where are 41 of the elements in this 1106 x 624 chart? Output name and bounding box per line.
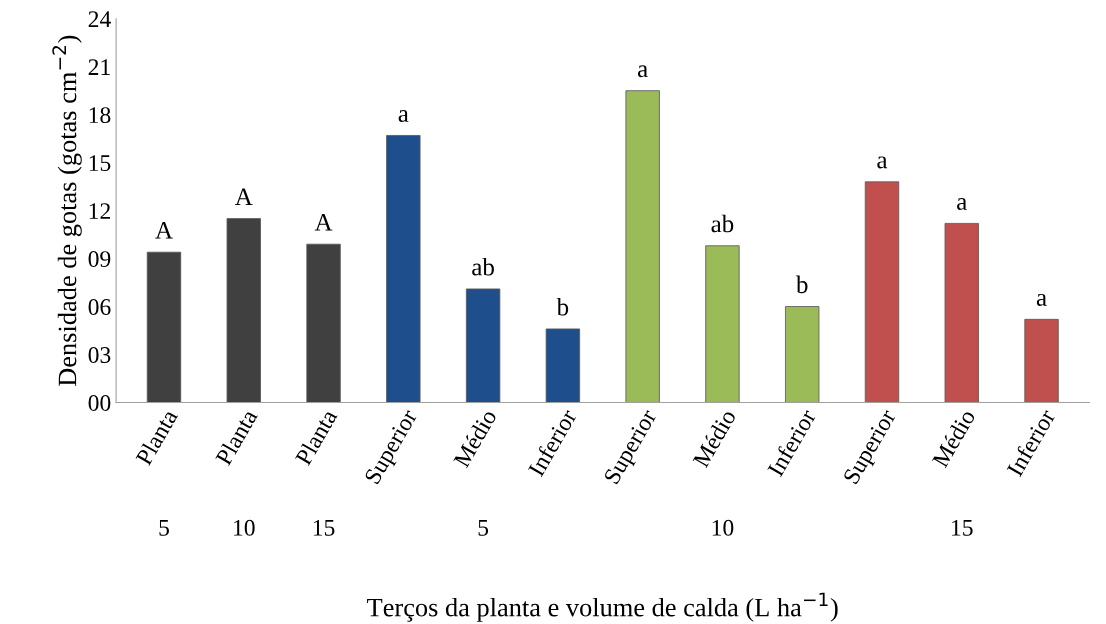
bar	[1024, 318, 1059, 403]
data-label: A	[155, 222, 173, 239]
text: 5	[159, 520, 169, 536]
text: 10	[234, 519, 255, 536]
bar	[944, 222, 979, 403]
data-label: a	[398, 110, 409, 123]
y-tick-label: 09	[88, 251, 111, 267]
y-tick-label: 06	[88, 299, 111, 315]
data-label: b	[556, 297, 569, 316]
bar	[146, 251, 182, 403]
y-axis-title: Densidade de gotas (gotas cm$^{−2}$)	[52, 35, 82, 386]
bar	[545, 328, 581, 403]
y-tick-label: 21	[88, 59, 110, 75]
y-tick-label: 24	[88, 11, 111, 27]
bar	[465, 288, 501, 403]
bar	[386, 135, 421, 403]
y-tick-label: 18	[89, 107, 111, 124]
y-tick-label: 03	[88, 347, 111, 363]
bar	[864, 181, 900, 403]
data-label: a	[877, 156, 888, 169]
data-label: a	[637, 65, 648, 78]
bar	[226, 218, 261, 403]
data-label: A	[234, 188, 253, 205]
y-tick-label: 00	[88, 394, 111, 411]
y-tick-label: 12	[89, 203, 110, 219]
text: 15	[313, 519, 335, 536]
bar	[625, 90, 660, 403]
text: 15	[952, 519, 973, 536]
data-label: b	[795, 275, 808, 294]
bar	[785, 306, 820, 403]
data-label: ab	[711, 214, 734, 233]
text: 5	[478, 520, 489, 536]
data-label: A	[314, 214, 333, 231]
x-axis-title: Terços da planta e volume de calda (L ha$^{−1}$)	[367, 592, 838, 622]
bar	[306, 243, 341, 403]
bar	[705, 245, 740, 403]
text: 10	[712, 519, 734, 536]
data-label: a	[1036, 293, 1047, 306]
y-tick-label: 15	[89, 155, 111, 172]
data-label: ab	[472, 257, 494, 276]
data-label: a	[957, 198, 967, 210]
